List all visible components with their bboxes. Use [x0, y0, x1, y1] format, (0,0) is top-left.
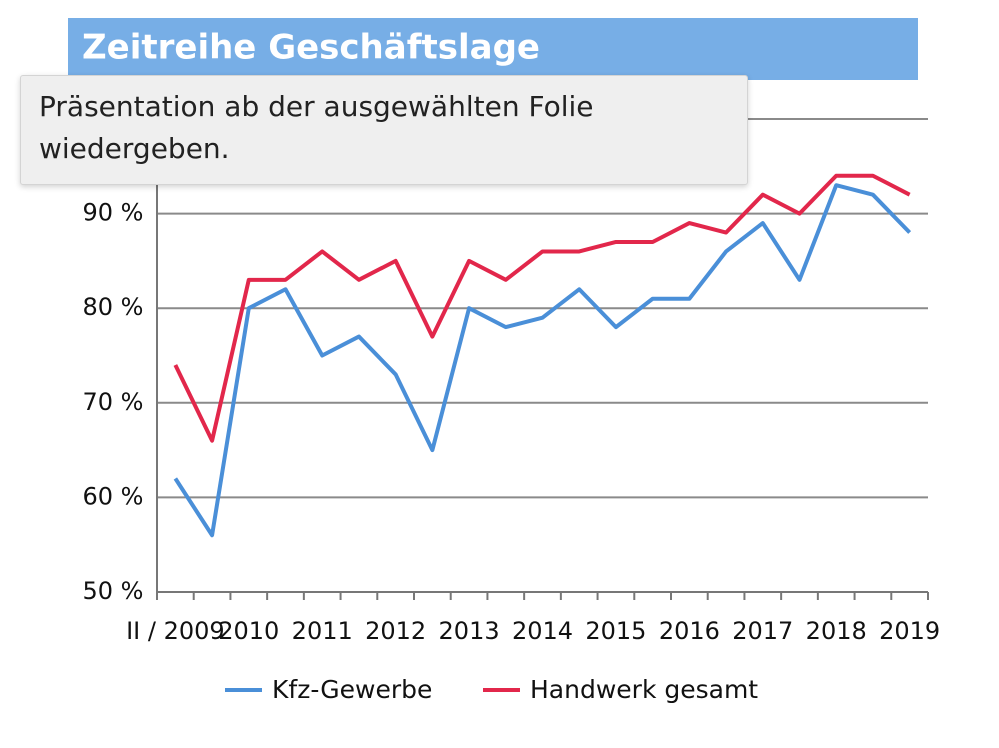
x-tick-label: 2014	[512, 617, 573, 645]
y-tick-label: 90 %	[83, 199, 144, 227]
x-tick-label: 2016	[659, 617, 720, 645]
x-tick-label: 2019	[879, 617, 940, 645]
legend-label: Handwerk gesamt	[530, 675, 758, 704]
chart-title: Zeitreihe Geschäftslage	[82, 28, 540, 68]
y-tick-label: 70 %	[83, 388, 144, 416]
x-tick-label: 2012	[365, 617, 426, 645]
x-tick-label: 2011	[292, 617, 353, 645]
legend-label: Kfz-Gewerbe	[272, 675, 432, 704]
x-tick-label: 2018	[806, 617, 867, 645]
y-tick-label: 50 %	[83, 577, 144, 605]
x-tick-label: 2015	[585, 617, 646, 645]
x-tick-label: 2017	[732, 617, 793, 645]
tooltip: Präsentation ab der ausgewählten Folie w…	[20, 75, 748, 185]
y-tick-label: 80 %	[83, 293, 144, 321]
line-series	[173, 173, 911, 443]
x-tick-label: II / 2009	[126, 617, 225, 645]
title-bar	[68, 18, 918, 80]
y-tick-label: 60 %	[83, 482, 144, 510]
x-tick-label: 2013	[439, 617, 500, 645]
line-series	[173, 183, 912, 538]
x-tick-label: 2010	[218, 617, 279, 645]
